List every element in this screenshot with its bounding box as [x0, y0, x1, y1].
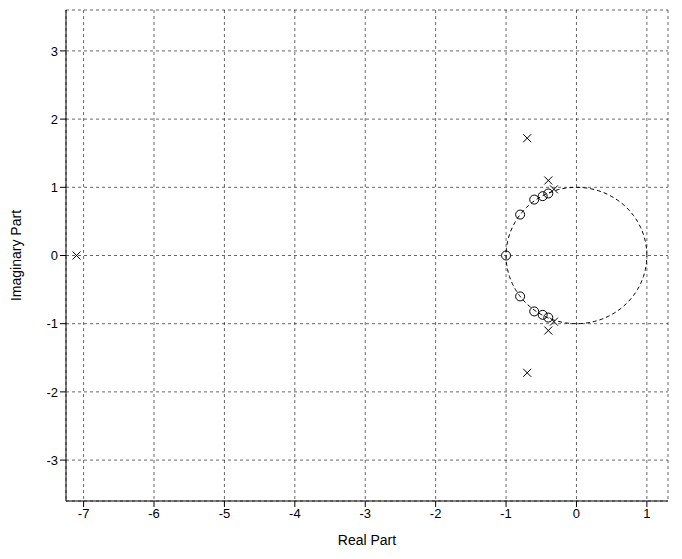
- svg-text:2: 2: [51, 112, 58, 127]
- svg-text:-3: -3: [359, 506, 371, 521]
- svg-text:-3: -3: [46, 453, 58, 468]
- svg-text:-7: -7: [78, 506, 90, 521]
- svg-text:-1: -1: [500, 506, 512, 521]
- svg-text:0: 0: [51, 248, 58, 263]
- svg-text:-2: -2: [46, 385, 58, 400]
- svg-text:1: 1: [51, 180, 58, 195]
- svg-text:0: 0: [573, 506, 580, 521]
- svg-text:-4: -4: [289, 506, 301, 521]
- svg-text:Real Part: Real Part: [338, 532, 396, 548]
- svg-text:-1: -1: [46, 316, 58, 331]
- svg-text:-5: -5: [219, 506, 231, 521]
- svg-text:-2: -2: [430, 506, 442, 521]
- svg-text:3: 3: [51, 44, 58, 59]
- svg-text:-6: -6: [148, 506, 160, 521]
- svg-text:Imaginary Part: Imaginary Part: [8, 210, 24, 301]
- svg-text:1: 1: [643, 506, 650, 521]
